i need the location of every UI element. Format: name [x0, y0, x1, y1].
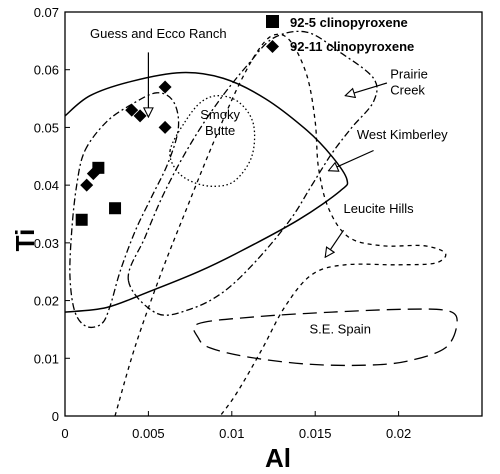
point-diamond-92-11: [158, 120, 172, 134]
region-label-s-e-spain: S.E. Spain: [310, 321, 371, 336]
y-tick-label: 0.04: [34, 178, 59, 193]
y-tick-label: 0.03: [34, 236, 59, 251]
region-outline-s-e-spain: [193, 308, 458, 367]
region-label-leucite-hills: Leucite Hills: [344, 201, 415, 216]
region-arrows: [148, 52, 388, 257]
point-diamond-92-11: [133, 109, 147, 123]
arrow-prairie-creek: [345, 82, 388, 96]
x-tick-label: 0.01: [219, 426, 244, 441]
region-outline-west-kimberley: [64, 71, 349, 313]
x-tick-label: 0.02: [386, 426, 411, 441]
legend: 92-5 clinopyroxene 92-11 clinopyroxene: [266, 15, 414, 54]
arrow-leucite-hills: [325, 229, 345, 257]
region-outline-prairie-creek: [127, 30, 378, 316]
region-outline-smoky-butte: [169, 95, 256, 187]
y-tick-label: 0.06: [34, 63, 59, 78]
y-axis-title: Ti: [10, 229, 40, 252]
legend-label-92-5: 92-5 clinopyroxene: [290, 15, 408, 30]
legend-square-marker: [266, 15, 279, 28]
point-diamond-92-11: [158, 80, 172, 94]
x-tick-label: 0.015: [299, 426, 332, 441]
region-outlines: [64, 30, 458, 417]
x-tick-label: 0: [61, 426, 68, 441]
y-tick-label: 0: [52, 409, 59, 424]
point-square-92-5: [109, 202, 122, 215]
plot-frame: [64, 11, 483, 417]
region-label-west-kimberley: West Kimberley: [357, 127, 448, 142]
data-points: [75, 80, 172, 226]
point-diamond-92-11: [125, 103, 139, 117]
y-tick-label: 0.02: [34, 294, 59, 309]
x-tick-label: 0.005: [132, 426, 165, 441]
y-tick-label: 0.01: [34, 351, 59, 366]
arrow-west-kimberley: [329, 149, 374, 171]
point-diamond-92-11: [80, 178, 94, 192]
y-tick-label: 0.07: [34, 5, 59, 20]
region-label-guess-and-ecco-ranch: Guess and Ecco Ranch: [90, 26, 227, 41]
region-labels: West Kimberley Guess and Ecco Ranch Smoky B…: [90, 26, 448, 336]
axis-ticks: 0 0.005 0.01 0.015 0.02 0 0.01 0.02 0.03 0.04 0.05…: [34, 5, 412, 441]
region-label-smoky-butte: Smoky Butte: [200, 107, 240, 138]
region-label-prairie-creek: Prairie Creek: [390, 66, 428, 97]
x-axis-title: Al: [265, 443, 291, 473]
legend-diamond-marker: [266, 40, 279, 53]
legend-label-92-11: 92-11 clinopyroxene: [290, 39, 414, 54]
region-outline-guess-and-ecco-ranch: [69, 92, 180, 329]
point-square-92-5: [75, 213, 88, 226]
y-tick-label: 0.05: [34, 120, 59, 135]
point-diamond-92-11: [86, 167, 100, 181]
